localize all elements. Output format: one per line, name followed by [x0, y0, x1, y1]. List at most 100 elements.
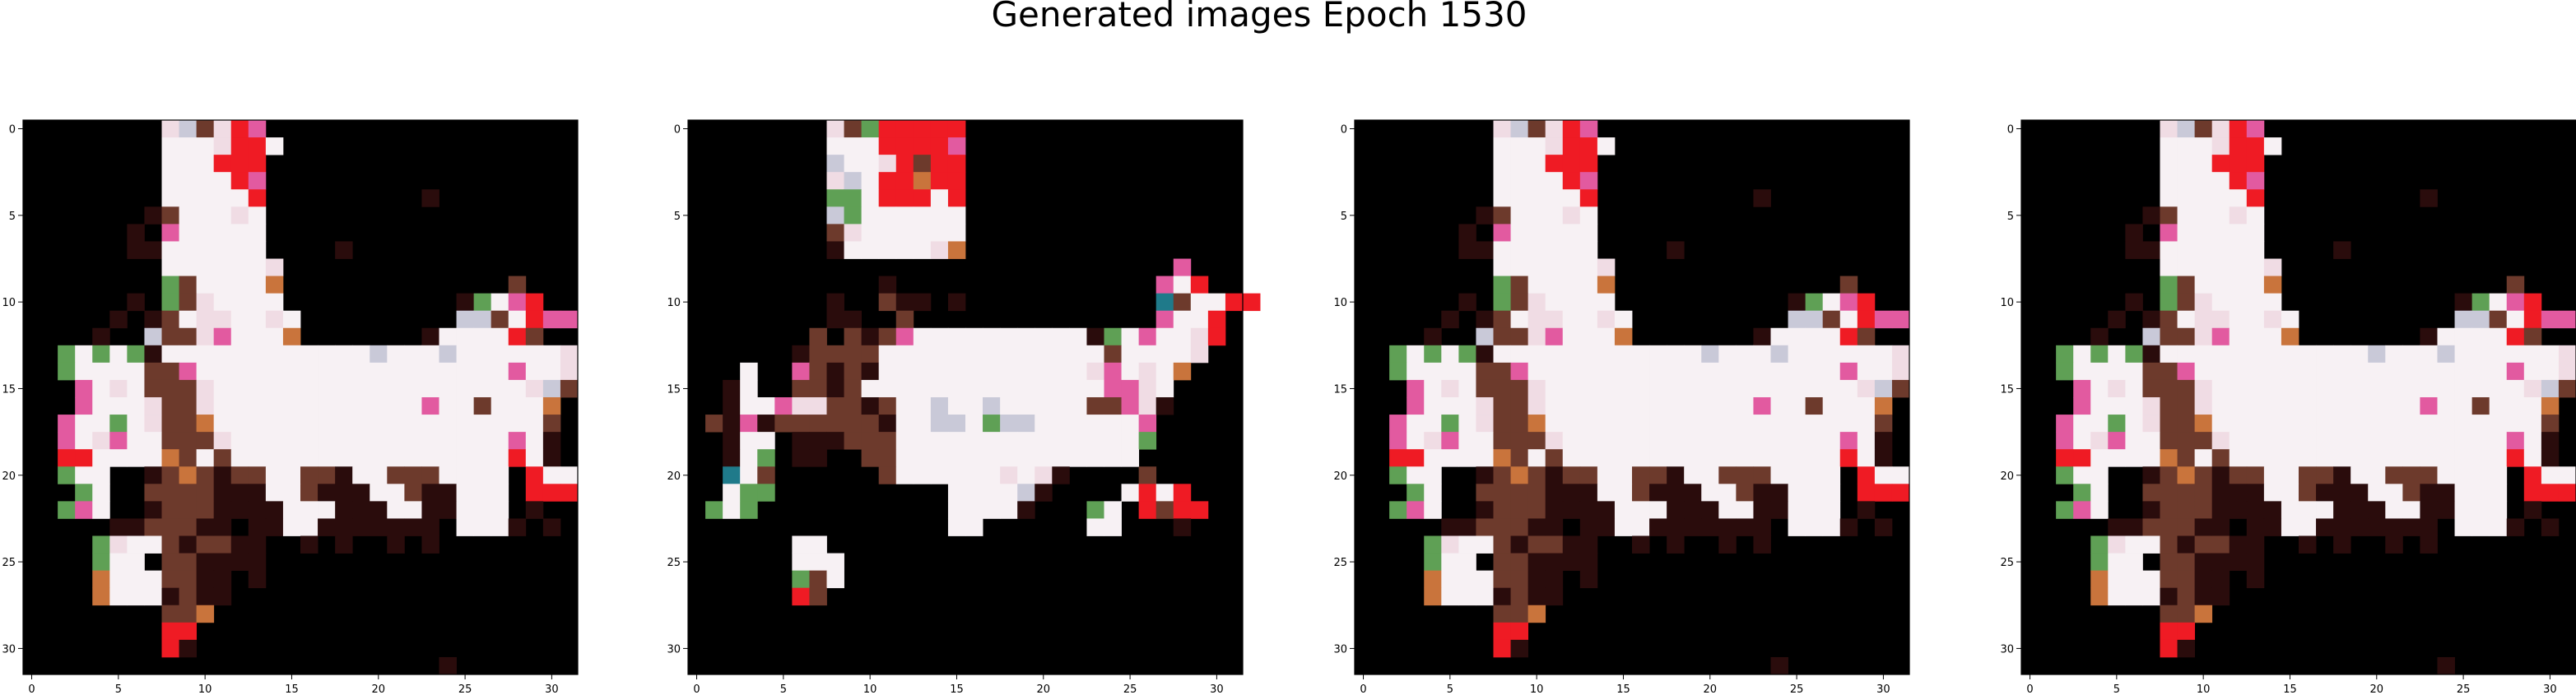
pixel: [2160, 120, 2178, 138]
x-tick-label: 10: [198, 683, 212, 695]
pixel: [2402, 379, 2420, 398]
pixel: [2211, 241, 2230, 259]
pixel: [1173, 362, 1192, 381]
pixel: [2142, 415, 2160, 433]
pixel: [2316, 432, 2334, 450]
pixel: [2246, 466, 2265, 484]
pixel: [196, 379, 215, 398]
pixel: [1225, 293, 1244, 312]
pixel: [1701, 415, 1719, 433]
y-tick-label: 5: [1341, 211, 1347, 223]
pixel: [1632, 501, 1650, 519]
pixel: [542, 415, 561, 433]
pixel: [844, 379, 863, 398]
pixel: [1667, 397, 1685, 415]
pixel: [1407, 484, 1425, 502]
pixel: [213, 241, 232, 259]
pixel: [2281, 518, 2299, 536]
pixel: [525, 293, 544, 312]
pixel: [2316, 397, 2334, 415]
pixel: [2177, 397, 2196, 415]
pixel: [1138, 432, 1157, 450]
pixel: [1701, 501, 1719, 519]
pixel: [1545, 241, 1564, 259]
pixel: [2108, 415, 2126, 433]
pixel: [456, 466, 475, 484]
pixel: [1510, 501, 1529, 519]
pixel: [2211, 276, 2230, 294]
pixel: [1424, 415, 1442, 433]
axes-frame: [687, 119, 1244, 675]
pixel: [127, 241, 145, 259]
pixel: [826, 206, 844, 225]
pixel: [895, 379, 914, 398]
pixel: [844, 362, 863, 381]
pixel: [439, 432, 457, 450]
pixel: [1770, 415, 1788, 433]
pixel: [1086, 449, 1104, 467]
axes-frame: [22, 119, 579, 675]
axes-frame: [2020, 119, 2576, 675]
x-tick-label: 30: [1210, 683, 1224, 695]
x-tick-label: 10: [863, 683, 877, 695]
pixel: [1718, 379, 1737, 398]
pixel: [179, 327, 198, 346]
pixel: [1000, 449, 1018, 467]
pixel: [2160, 293, 2178, 312]
pixel: [2211, 432, 2230, 450]
pixel: [300, 415, 319, 433]
pixel: [335, 449, 353, 467]
pixel: [930, 449, 949, 467]
pixel: [109, 518, 128, 536]
pixel: [1649, 449, 1667, 467]
pixel: [196, 327, 215, 346]
pixel: [2194, 587, 2213, 606]
pixel: [2194, 137, 2213, 155]
pixel: [127, 345, 145, 364]
pixel: [809, 449, 827, 467]
pixel: [439, 397, 457, 415]
pixel: [1104, 379, 1122, 398]
pixel: [2177, 362, 2196, 381]
pixel: [2211, 172, 2230, 190]
pixel: [2489, 449, 2508, 467]
pixel: [1649, 518, 1667, 536]
pixel: [161, 345, 179, 364]
pixel: [1493, 120, 1511, 138]
pixel: [2506, 310, 2525, 329]
pixel: [421, 449, 439, 467]
pixel: [1138, 397, 1157, 415]
pixel: [161, 553, 179, 572]
pixel: [179, 397, 198, 415]
pixel: [109, 535, 128, 554]
pixel: [2246, 432, 2265, 450]
pixel: [144, 241, 162, 259]
pixel: [2506, 276, 2525, 294]
pixel: [1770, 379, 1788, 398]
pixel: [1736, 484, 1754, 502]
pixel: [75, 345, 93, 364]
pixel: [491, 415, 509, 433]
pixel: [1389, 501, 1407, 519]
pixel: [1736, 415, 1754, 433]
pixel: [1667, 466, 1685, 484]
pixel: [895, 362, 914, 381]
pixel: [179, 587, 198, 606]
pixel: [179, 258, 198, 276]
pixel: [2523, 310, 2542, 329]
pixel: [144, 484, 162, 502]
pixel: [1718, 362, 1737, 381]
pixel: [2246, 206, 2265, 225]
pixel: [525, 432, 544, 450]
pixel: [1155, 310, 1174, 329]
pixel: [421, 518, 439, 536]
pixel: [1788, 379, 1806, 398]
pixel: [792, 362, 810, 381]
pixel: [2142, 466, 2160, 484]
pixel: [1736, 345, 1754, 364]
pixel: [213, 345, 232, 364]
pixel: [2350, 397, 2369, 415]
x-tick-label: 0: [693, 683, 700, 695]
pixel: [1753, 432, 1771, 450]
pixel: [1822, 379, 1841, 398]
